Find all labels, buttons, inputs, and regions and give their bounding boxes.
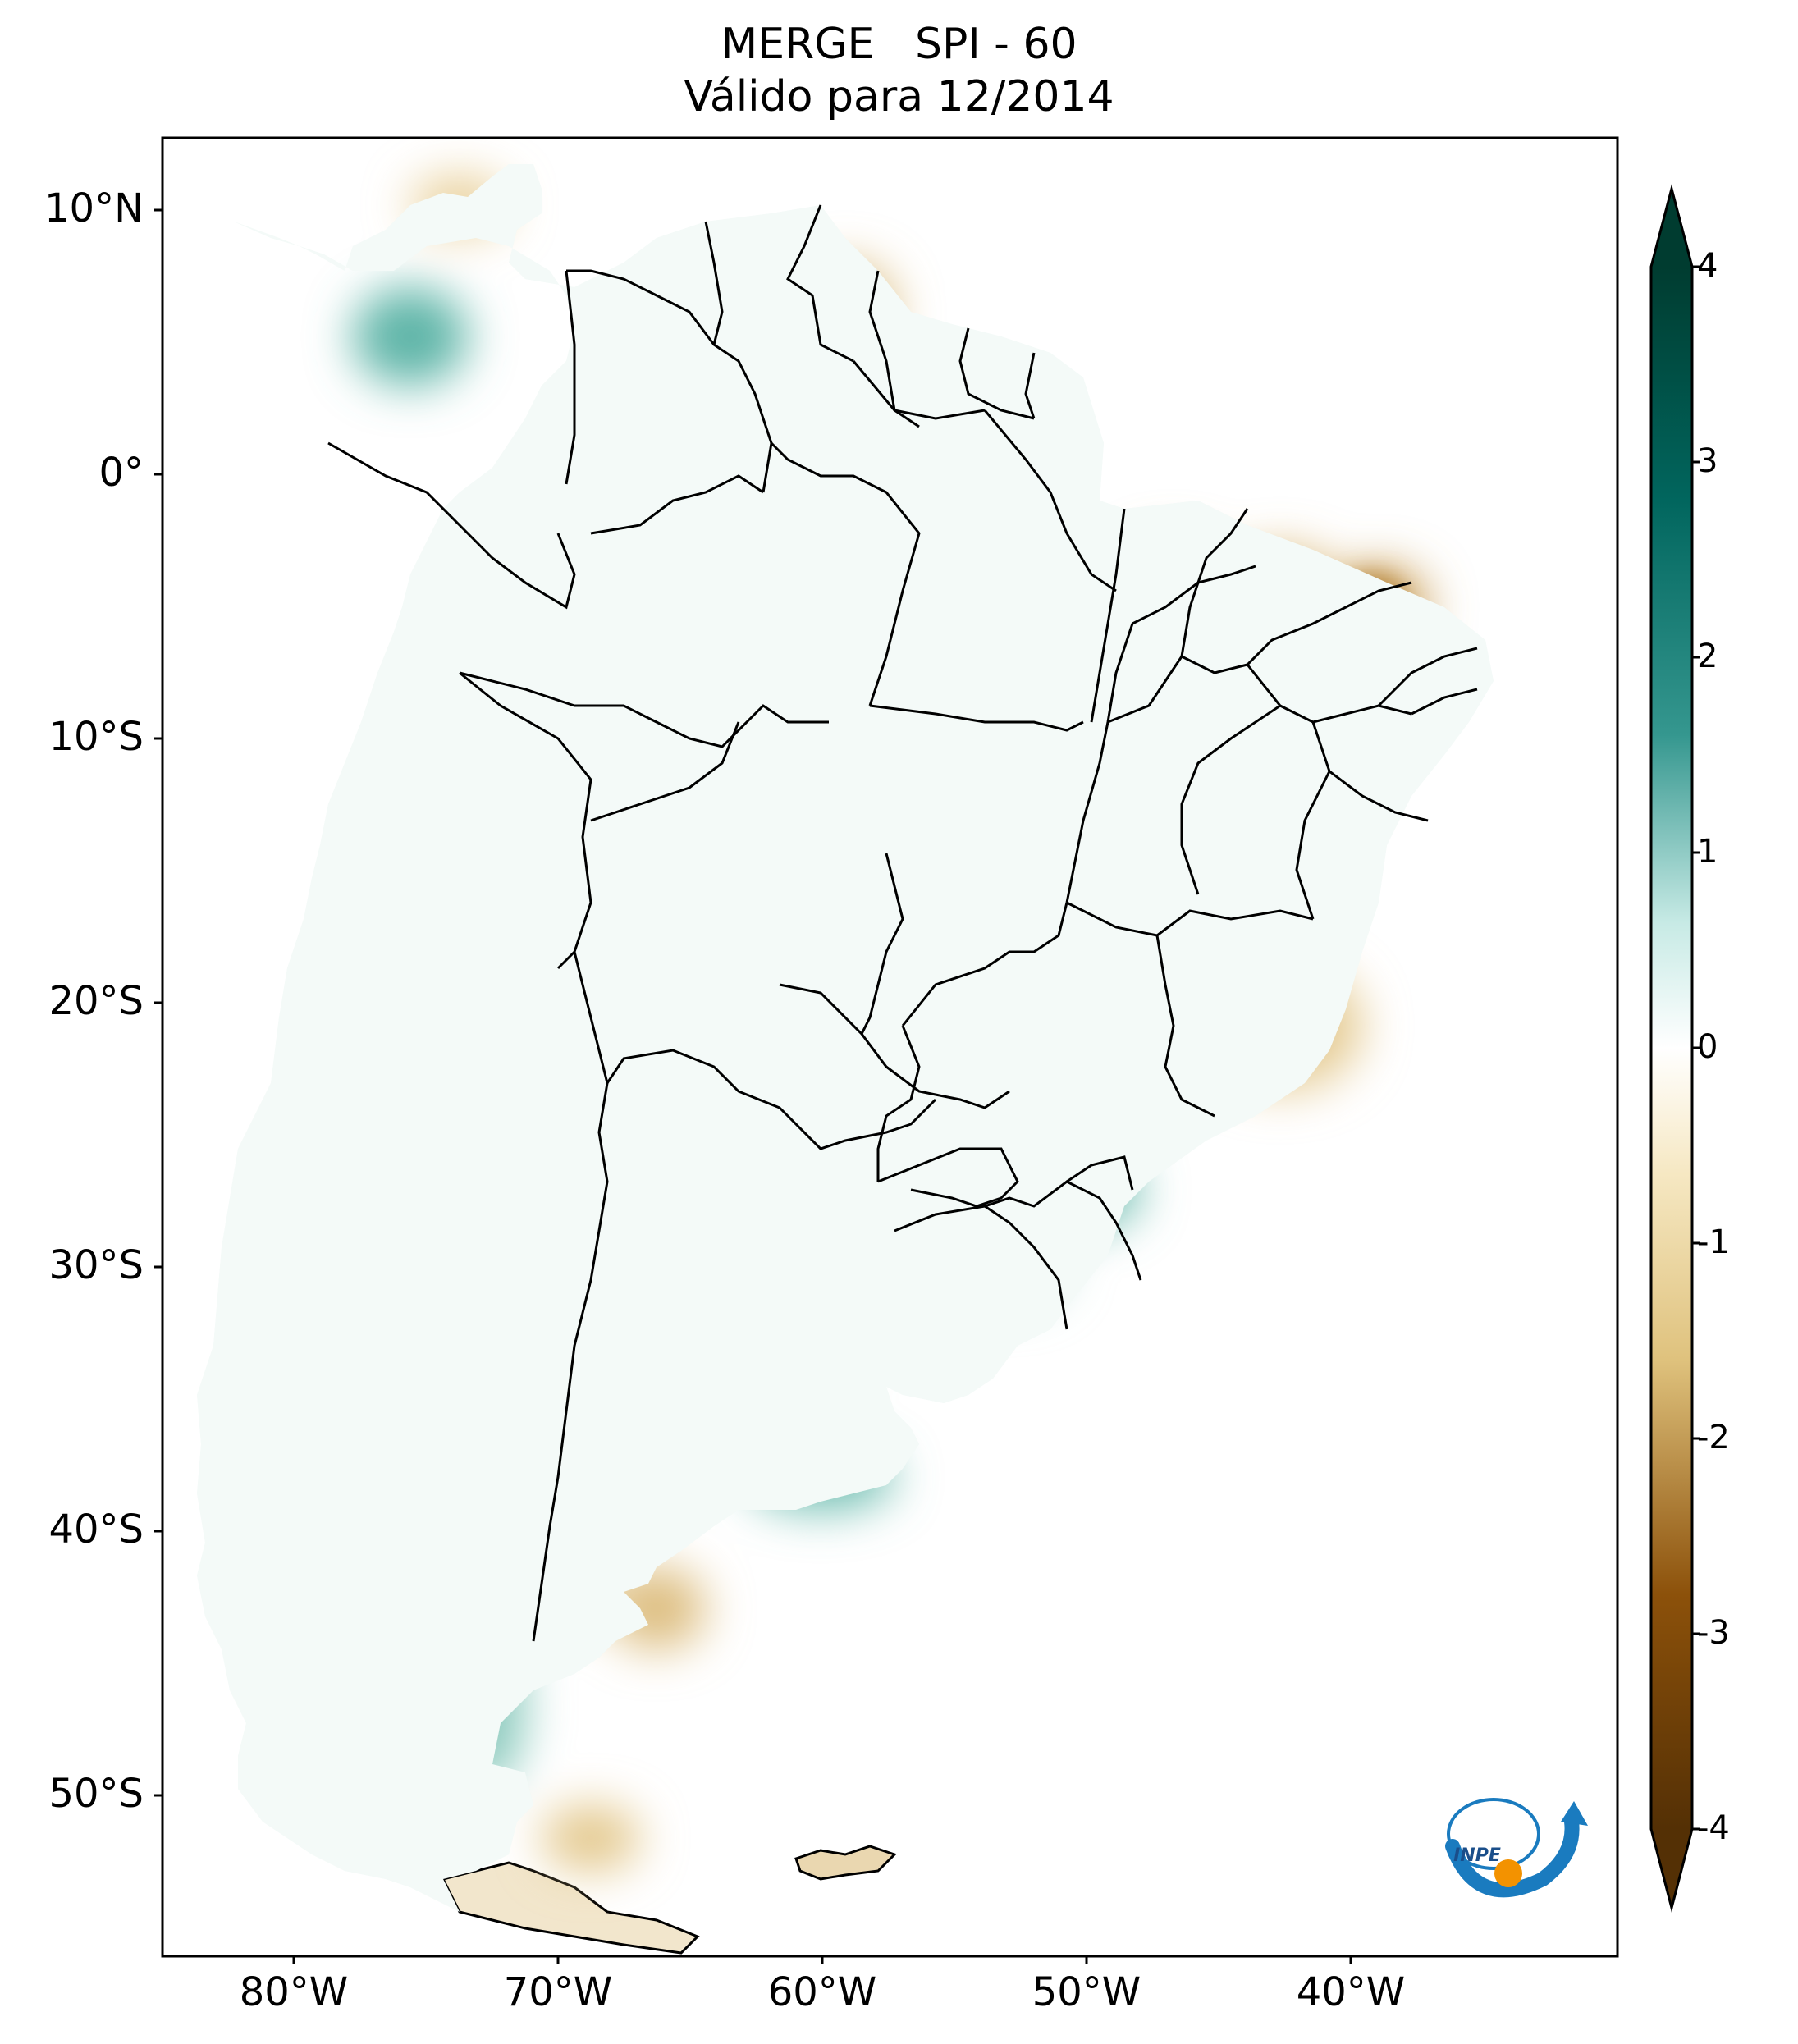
lon-label-60w: 60°W — [767, 1969, 877, 2015]
lon-label-50w: 50°W — [1032, 1969, 1141, 2015]
colorbar-label-neg1: -1 — [1697, 1223, 1730, 1261]
lon-label-70w: 70°W — [503, 1969, 613, 2015]
colorbar — [1649, 184, 1700, 1913]
lat-label-10s: 10°S — [48, 714, 144, 760]
tierra-del-fuego — [441, 1861, 700, 1955]
lat-label-50s: 50°S — [48, 1771, 144, 1817]
lat-label-0: 0° — [98, 450, 144, 496]
lat-label-40s: 40°S — [48, 1507, 144, 1552]
inpe-logo: INPE — [1445, 1798, 1588, 1898]
colorbar-label-neg3: -3 — [1697, 1614, 1730, 1652]
colorbar-label-2: 2 — [1697, 638, 1718, 675]
colorbar-label-0: 0 — [1697, 1028, 1718, 1066]
colorbar-label-neg2: -2 — [1697, 1419, 1730, 1456]
lon-label-80w: 80°W — [239, 1969, 349, 2015]
colorbar-scale — [1651, 267, 1692, 1829]
axis-ticks — [154, 208, 1352, 1964]
colorbar-label-neg4: -4 — [1697, 1809, 1730, 1847]
political-borders — [327, 204, 1478, 1642]
falkland-islands — [794, 1845, 897, 1881]
colorbar-label-1: 1 — [1697, 833, 1718, 871]
colorbar-label-4: 4 — [1697, 247, 1718, 285]
lon-label-40w: 40°W — [1296, 1969, 1406, 2015]
colorbar-extend-top — [1651, 189, 1692, 267]
colorbar-extend-bottom — [1651, 1829, 1692, 1908]
inpe-logo-text: INPE — [1453, 1845, 1501, 1866]
lat-label-20s: 20°S — [48, 978, 144, 1024]
colorbar-label-3: 3 — [1697, 442, 1718, 480]
map-frame — [161, 136, 1619, 1958]
lat-label-30s: 30°S — [48, 1242, 144, 1288]
map-title: MERGE SPI - 60 — [721, 20, 1077, 69]
lat-label-10n: 10°N — [44, 185, 144, 231]
map-subtitle: Válido para 12/2014 — [684, 72, 1114, 121]
